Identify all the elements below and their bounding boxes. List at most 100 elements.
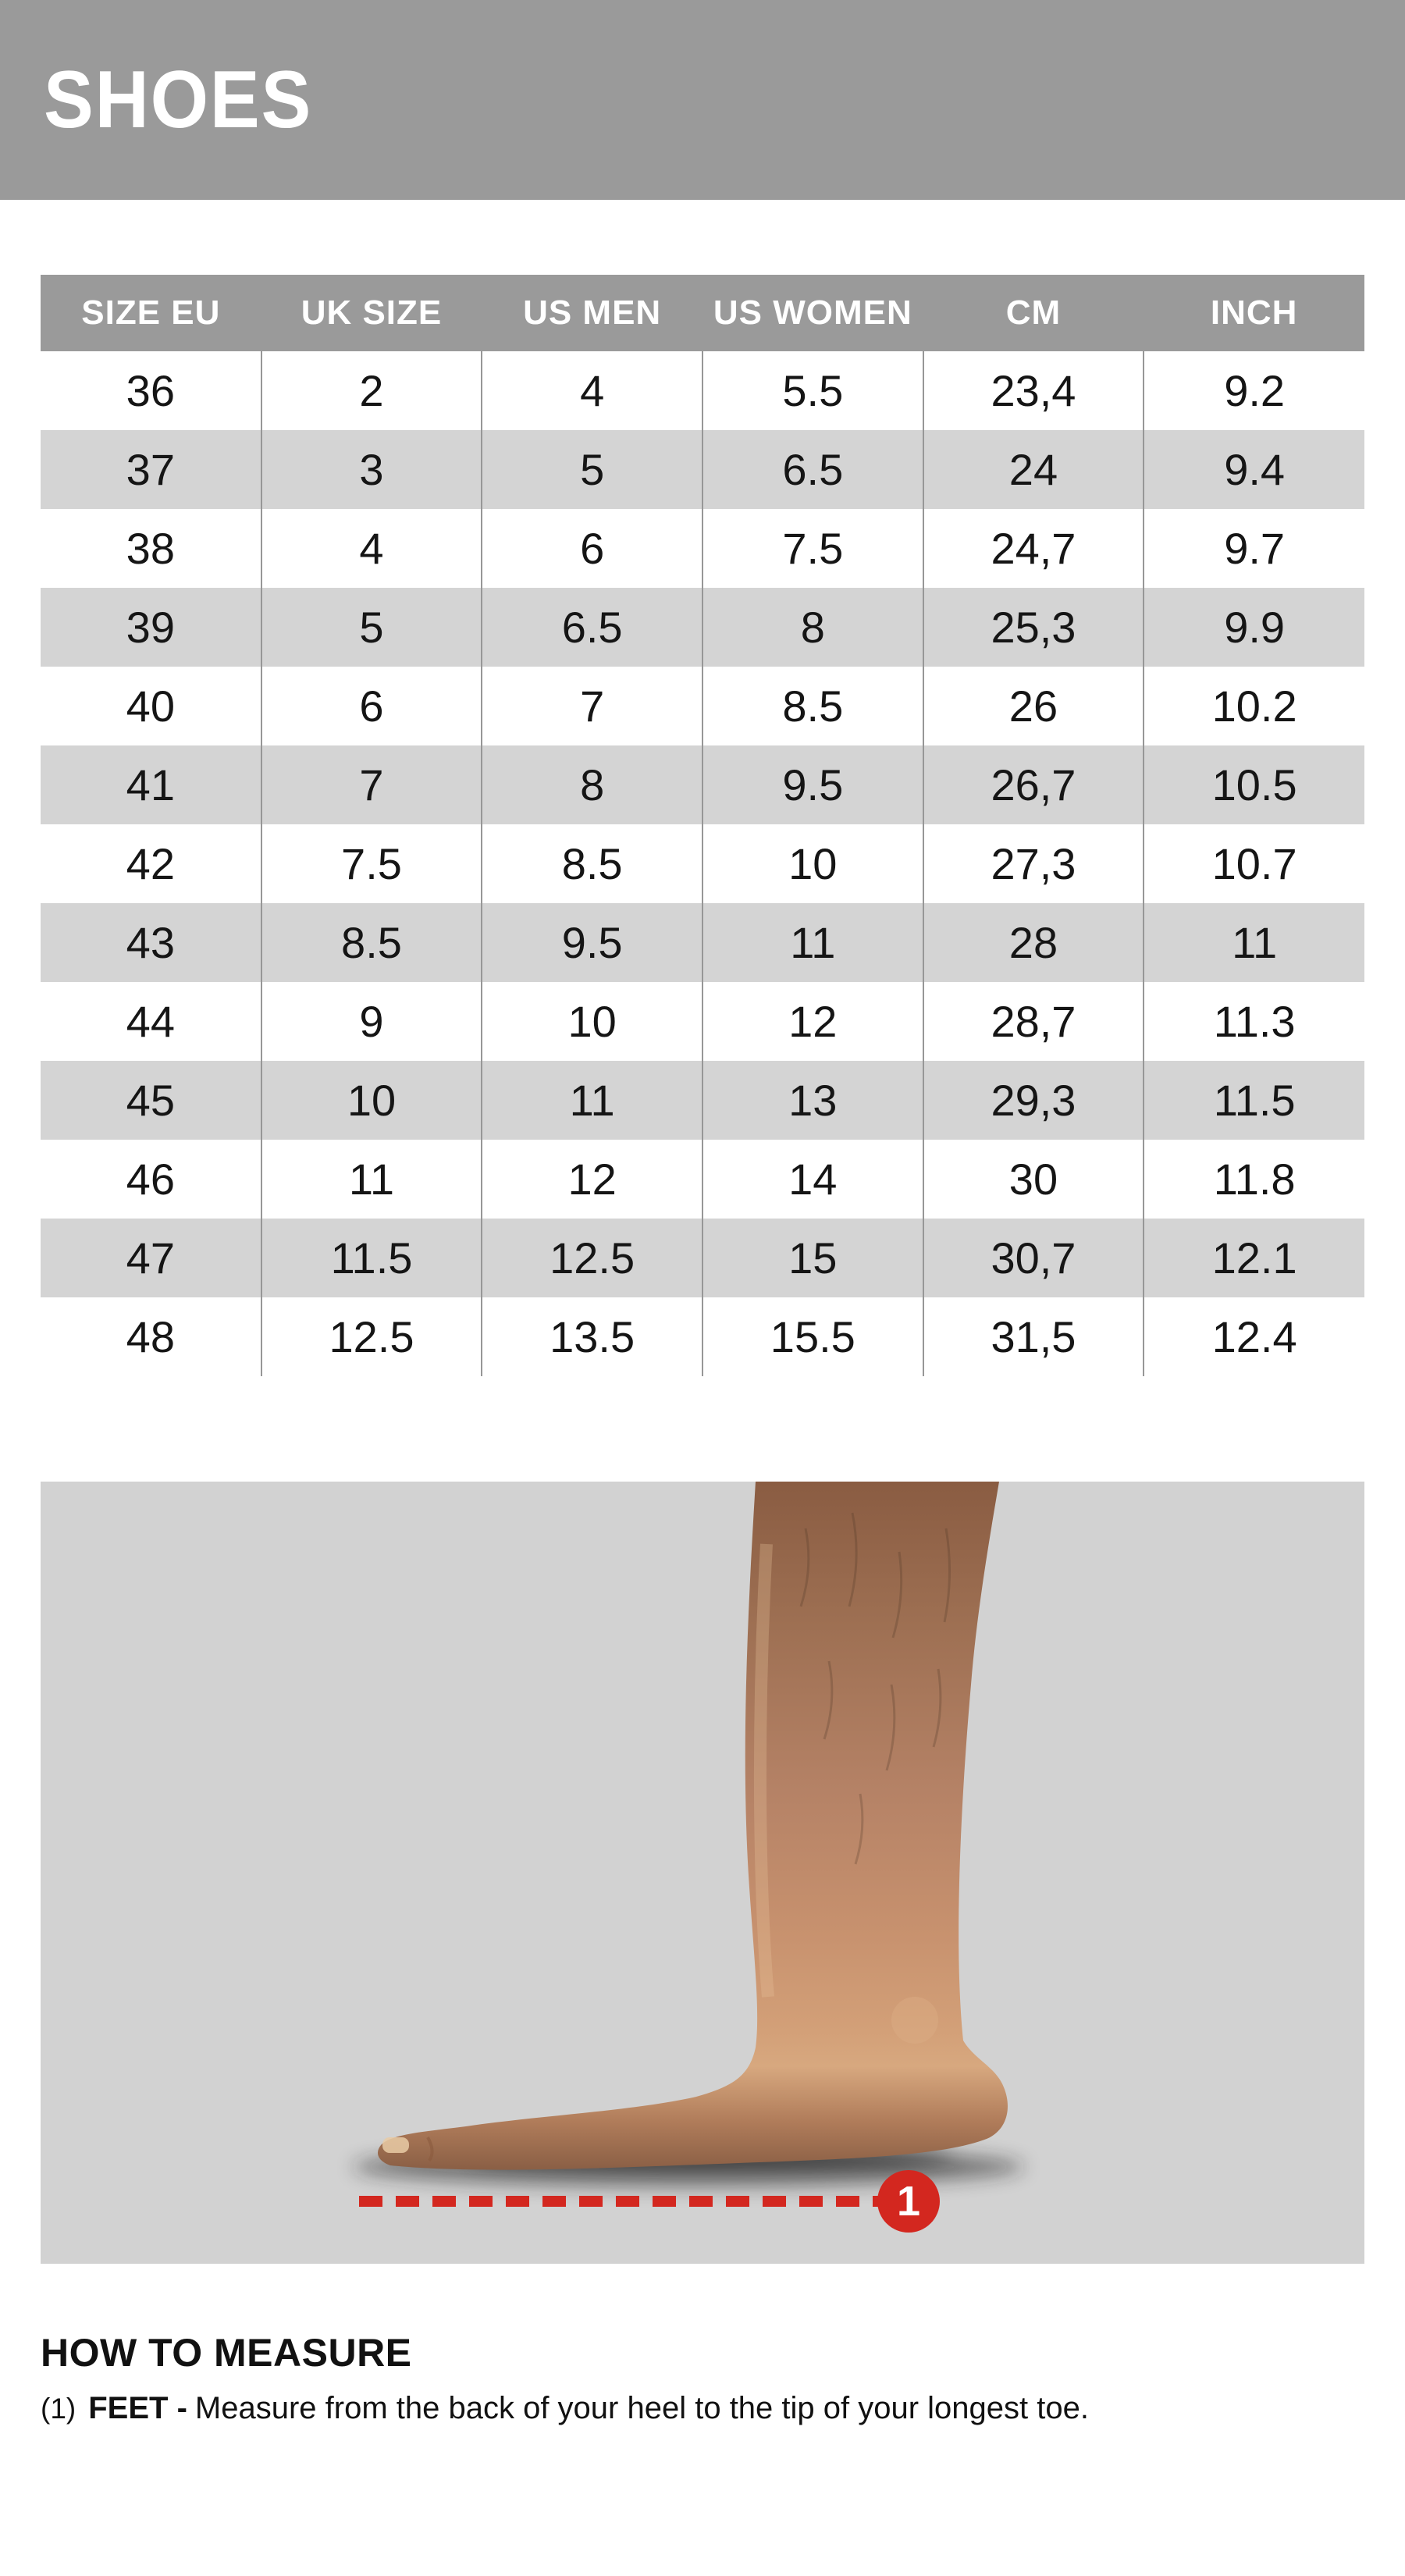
column-header: US MEN [482, 275, 702, 351]
column-header: UK SIZE [261, 275, 482, 351]
table-header-row: SIZE EU UK SIZE US MEN US WOMEN CM INCH [41, 275, 1364, 351]
table-cell: 10 [260, 1061, 482, 1140]
table-cell: 10.5 [1143, 745, 1364, 824]
table-cell: 39 [41, 588, 261, 667]
table-cell: 9.2 [1143, 351, 1364, 430]
table-cell: 46 [126, 1155, 175, 1204]
table-cell: 8 [701, 588, 923, 667]
table-cell: 11 [701, 903, 923, 982]
table-cell: 11.5 [260, 1219, 482, 1297]
table-cell: 12.5 [260, 1297, 482, 1376]
table-cell: 14 [701, 1140, 923, 1219]
leg-and-foot [378, 1482, 1008, 2170]
table-cell: 45 [41, 1061, 261, 1140]
table-cell: 24,7 [922, 509, 1144, 588]
table-cell: 10.2 [1143, 667, 1364, 745]
table-cell: 24 [922, 430, 1144, 509]
table-cell: 27,3 [922, 824, 1144, 903]
table-row: 44 9 10 12 28,7 11.3 [41, 982, 1364, 1061]
table-row: 43 8.5 9.5 11 28 11 [41, 903, 1364, 982]
table-cell: 10 [701, 824, 923, 903]
table-cell: 6 [481, 509, 702, 588]
table-cell: 11 [1143, 903, 1364, 982]
table-cell: 47 [41, 1219, 261, 1297]
size-table-head: SIZE EU UK SIZE US MEN US WOMEN CM INCH [41, 275, 1364, 351]
table-cell: 6.5 [481, 588, 702, 667]
table-cell: 12.4 [1143, 1297, 1364, 1376]
leg-hair-texture [799, 1512, 951, 1865]
column-header: CM [923, 275, 1144, 351]
table-cell: 11 [481, 1061, 702, 1140]
table-cell: 12 [481, 1140, 702, 1219]
column-header: INCH [1144, 275, 1364, 351]
measurement-figure: 1 [41, 1482, 1364, 2264]
table-row: 46 11 12 14 30 11.8 [41, 1140, 1364, 1219]
item-text: Measure from the back of your heel to th… [194, 2391, 1089, 2425]
shoe-size-table: SIZE EU UK SIZE US MEN US WOMEN CM INCH 36 2 4 5… [41, 275, 1364, 1376]
table-cell: 15 [701, 1219, 923, 1297]
table-cell: 12.5 [481, 1219, 702, 1297]
table-cell: 11.8 [1143, 1140, 1364, 1219]
table-cell: 3 [260, 430, 482, 509]
table-cell: 4 [260, 509, 482, 588]
table-cell: 29,3 [922, 1061, 1144, 1140]
measure-line [359, 2196, 890, 2207]
table-cell: 9 [260, 982, 482, 1061]
table-cell: 30,7 [922, 1219, 1144, 1297]
table-cell: 8 [481, 745, 702, 824]
table-cell: 41 [41, 745, 261, 824]
table-cell: 12.1 [1143, 1219, 1364, 1297]
table-row: 38 4 6 7.5 24,7 9.7 [41, 509, 1364, 588]
table-row: 48 12.5 13.5 15.5 31,5 12.4 [41, 1297, 1364, 1376]
table-row: 42 7.5 8.5 10 27,3 10.7 [41, 824, 1364, 903]
table-cell: 4 [481, 351, 702, 430]
header-banner: SHOES [0, 0, 1405, 200]
table-cell: 25,3 [922, 588, 1144, 667]
table-row: 47 11.5 12.5 15 30,7 12.1 [41, 1219, 1364, 1297]
table-cell: 11.3 [1143, 982, 1364, 1061]
table-cell: 31,5 [922, 1297, 1144, 1376]
table-cell: 8.5 [260, 903, 482, 982]
size-table-body: 36 2 4 5.5 23,4 9.2 37 3 5 6.5 24 9.4 38 4 6 7.5 24,7 9.7… [41, 351, 1364, 1376]
table-cell: 38 [126, 524, 175, 573]
table-cell: 37 [41, 430, 261, 509]
table-cell: 30 [922, 1140, 1144, 1219]
how-to-measure-title: HOW TO MEASURE [41, 2331, 412, 2375]
how-to-measure-item: (1) FEET - Measure from the back of your h… [41, 2391, 1089, 2426]
table-cell: 7.5 [701, 509, 923, 588]
table-cell: 8.5 [481, 824, 702, 903]
table-row: 37 3 5 6.5 24 9.4 [41, 430, 1364, 509]
table-cell: 44 [126, 997, 175, 1046]
table-cell: 42 [126, 839, 175, 888]
table-row: 39 5 6.5 8 25,3 9.9 [41, 588, 1364, 667]
table-cell: 28 [922, 903, 1144, 982]
table-cell: 11.5 [1143, 1061, 1364, 1140]
table-row: 36 2 4 5.5 23,4 9.2 [41, 351, 1364, 430]
table-cell: 12 [701, 982, 923, 1061]
table-cell: 7 [481, 667, 702, 745]
table-cell: 26 [922, 667, 1144, 745]
table-cell: 9.9 [1143, 588, 1364, 667]
item-label: FEET - [88, 2391, 187, 2425]
table-cell: 9.7 [1143, 509, 1364, 588]
table-cell: 36 [126, 366, 175, 415]
table-cell: 9.4 [1143, 430, 1364, 509]
leg-foot-illustration [353, 1482, 1024, 2187]
table-row: 45 10 11 13 29,3 11.5 [41, 1061, 1364, 1140]
table-cell: 13 [701, 1061, 923, 1140]
table-cell: 28,7 [922, 982, 1144, 1061]
table-cell: 9.5 [701, 745, 923, 824]
column-header: SIZE EU [41, 275, 261, 351]
table-cell: 9.5 [481, 903, 702, 982]
table-cell: 11 [260, 1140, 482, 1219]
item-number: (1) [41, 2393, 76, 2425]
table-cell: 7.5 [260, 824, 482, 903]
table-cell: 13.5 [481, 1297, 702, 1376]
table-cell: 15.5 [701, 1297, 923, 1376]
table-cell: 5 [260, 588, 482, 667]
table-row: 40 6 7 8.5 26 10.2 [41, 667, 1364, 745]
table-row: 41 7 8 9.5 26,7 10.5 [41, 745, 1364, 824]
table-cell: 40 [126, 681, 175, 731]
table-cell: 2 [260, 351, 482, 430]
